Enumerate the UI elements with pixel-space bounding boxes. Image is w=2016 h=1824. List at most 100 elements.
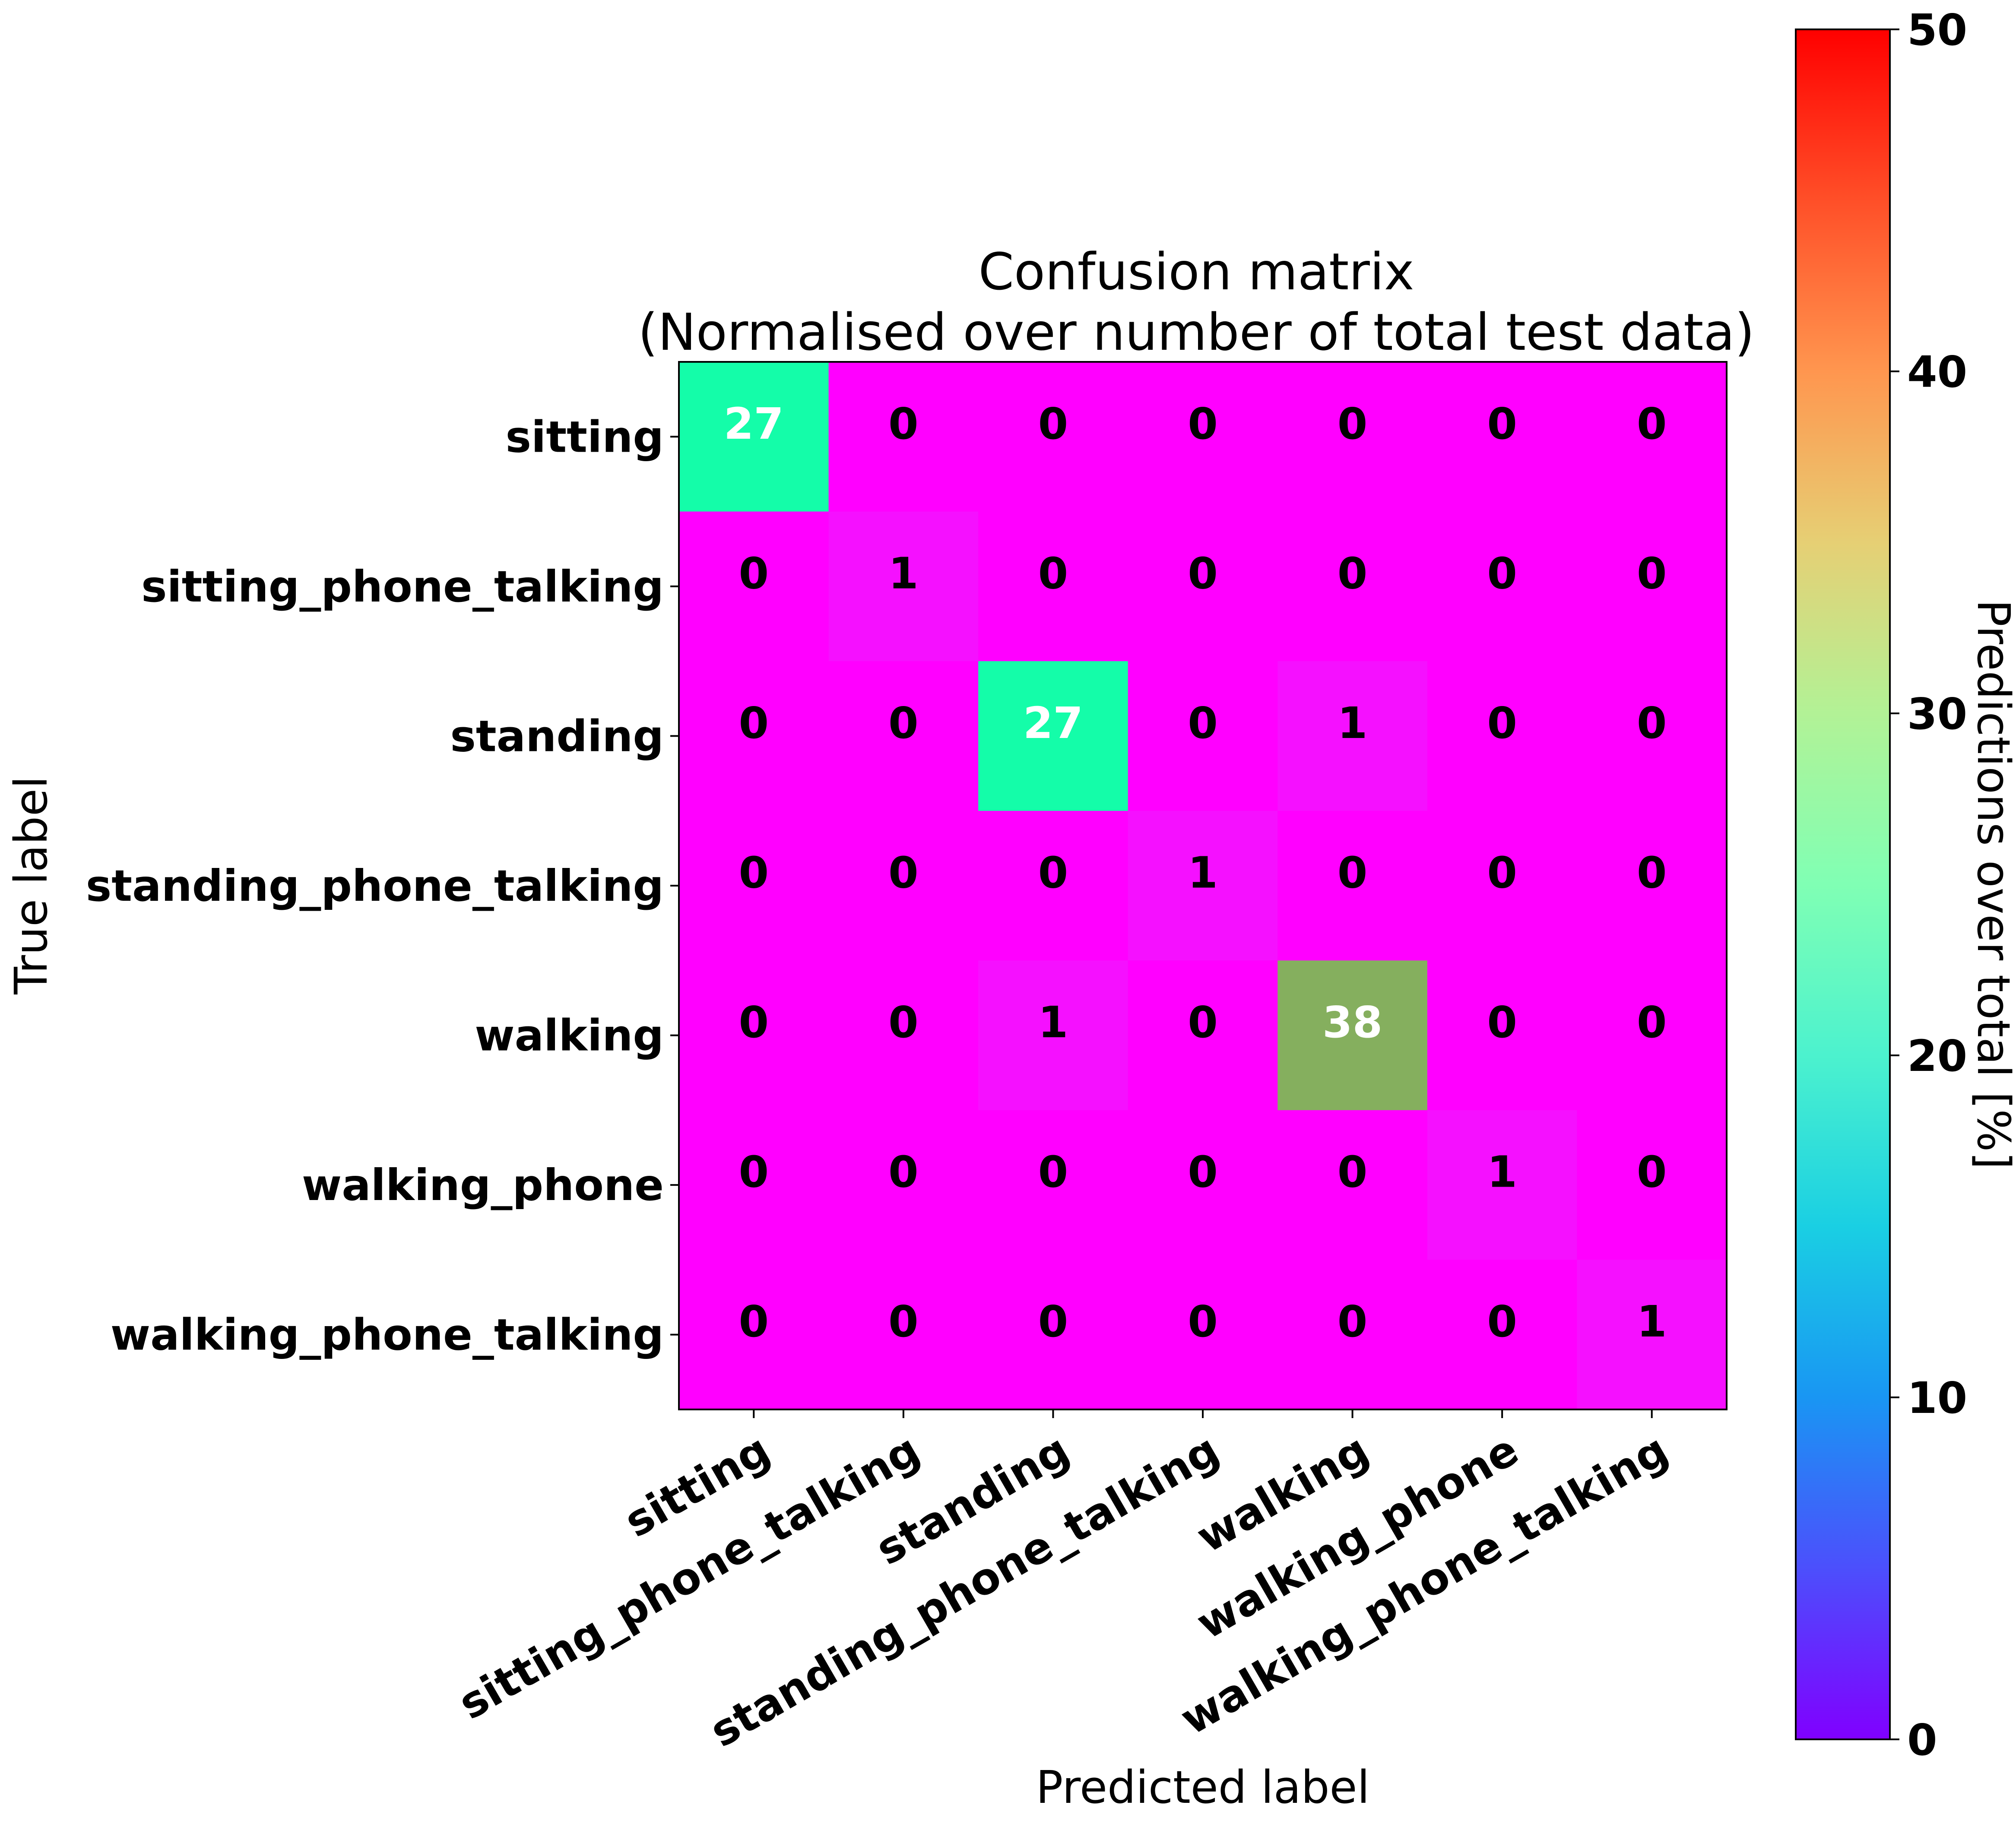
cell-value-label: 0 bbox=[1487, 1296, 1517, 1347]
cell-value-label: 0 bbox=[1188, 1296, 1218, 1347]
cell-value-label: 0 bbox=[1637, 1147, 1667, 1197]
heatmap-cell bbox=[1277, 511, 1428, 662]
cell-value-label: 0 bbox=[888, 698, 919, 748]
cell-value-label: 0 bbox=[1487, 548, 1517, 598]
heatmap-cell bbox=[828, 811, 979, 961]
heatmap-cell bbox=[1277, 362, 1428, 512]
colorbar-tick-label: 0 bbox=[1907, 1715, 1937, 1765]
cell-value-label: 0 bbox=[1188, 399, 1218, 449]
cell-value-label: 0 bbox=[1038, 848, 1068, 898]
heatmap-cell bbox=[1427, 661, 1578, 811]
cell-value-label: 0 bbox=[739, 1147, 769, 1197]
heatmap-cell bbox=[828, 661, 979, 811]
heatmap-cell bbox=[1128, 1260, 1278, 1410]
cell-value-label: 1 bbox=[888, 548, 919, 598]
heatmap-cell bbox=[1277, 661, 1428, 811]
heatmap-cell-labels: 27 0 0 0 0 0 0 0 1 0 0 0 0 0 0 0 27 0 1 0 0 0 0 0 1 0 0 0 0 0 1 0 38 0 0 0 0… bbox=[724, 399, 1667, 1347]
heatmap-cell bbox=[828, 362, 979, 512]
heatmap-cell bbox=[828, 511, 979, 662]
heatmap-cell bbox=[1577, 661, 1727, 811]
heatmap-cell bbox=[828, 960, 979, 1111]
heatmap-cell bbox=[1128, 362, 1278, 512]
cell-value-label: 0 bbox=[1637, 997, 1667, 1048]
heatmap-cell bbox=[1277, 811, 1428, 961]
y-tick-labels: sitting sitting_phone_talking standing stan… bbox=[86, 412, 679, 1360]
heatmap-cell bbox=[1277, 1260, 1428, 1410]
cell-value-label: 1 bbox=[1487, 1147, 1517, 1197]
cell-value-label: 0 bbox=[739, 997, 769, 1048]
cell-value-label: 0 bbox=[1487, 698, 1517, 748]
cell-value-label: 0 bbox=[1188, 548, 1218, 598]
cell-value-label: 0 bbox=[739, 848, 769, 898]
heatmap-cell bbox=[1577, 960, 1727, 1111]
cell-value-label: 0 bbox=[739, 1296, 769, 1347]
heatmap-cell bbox=[1577, 1110, 1727, 1260]
heatmap-cell bbox=[828, 1110, 979, 1260]
cell-value-label: 0 bbox=[1487, 997, 1517, 1048]
heatmap-cell bbox=[978, 362, 1128, 512]
heatmap-cells bbox=[679, 362, 1727, 1410]
cell-value-label: 0 bbox=[1338, 848, 1368, 898]
cell-value-label: 27 bbox=[1023, 698, 1083, 748]
heatmap-cell bbox=[1128, 960, 1278, 1111]
heatmap-cell bbox=[679, 1260, 829, 1410]
cell-value-label: 0 bbox=[1188, 1147, 1218, 1197]
heatmap-cell bbox=[679, 960, 829, 1111]
heatmap-cell bbox=[1128, 811, 1278, 961]
cell-value-label: 0 bbox=[1487, 399, 1517, 449]
y-tick-label: sitting bbox=[506, 412, 664, 462]
heatmap-cell bbox=[679, 362, 829, 512]
heatmap-cell bbox=[978, 661, 1128, 811]
y-tick-label: walking_phone_talking bbox=[111, 1310, 664, 1360]
heatmap-cell bbox=[1427, 362, 1578, 512]
y-tick-label: standing bbox=[450, 711, 664, 761]
heatmap-cell bbox=[828, 1260, 979, 1410]
colorbar-tick-label: 10 bbox=[1907, 1373, 1967, 1423]
cell-value-label: 0 bbox=[1038, 399, 1068, 449]
chart-title-line1: Confusion matrix bbox=[978, 242, 1414, 301]
y-tick-label: sitting_phone_talking bbox=[141, 561, 664, 612]
chart-title-line2: (Normalised over number of total test da… bbox=[638, 302, 1754, 362]
cell-value-label: 0 bbox=[888, 1296, 919, 1347]
heatmap-cell bbox=[679, 511, 829, 662]
cell-value-label: 0 bbox=[1637, 548, 1667, 598]
cell-value-label: 0 bbox=[739, 698, 769, 748]
cell-value-label: 0 bbox=[1338, 1296, 1368, 1347]
y-tick-label: walking bbox=[475, 1010, 664, 1061]
cell-value-label: 0 bbox=[888, 399, 919, 449]
x-tick-labels: sittingsitting_phone_talkingstandingstan… bbox=[450, 1409, 1677, 1757]
colorbar-tick-label: 30 bbox=[1907, 689, 1967, 739]
heatmap-cell bbox=[679, 1110, 829, 1260]
heatmap-cell bbox=[1128, 511, 1278, 662]
cell-value-label: 0 bbox=[1637, 698, 1667, 748]
heatmap-cell bbox=[978, 511, 1128, 662]
heatmap-cell bbox=[1577, 511, 1727, 662]
heatmap-cell bbox=[1427, 811, 1578, 961]
x-axis-label: Predicted label bbox=[1036, 1761, 1370, 1814]
y-tick-label: standing_phone_talking bbox=[86, 861, 664, 911]
heatmap-cell bbox=[679, 811, 829, 961]
colorbar-ticks: 0 10 20 30 40 50 bbox=[1890, 5, 1967, 1765]
heatmap-cell bbox=[1577, 811, 1727, 961]
cell-value-label: 38 bbox=[1322, 997, 1382, 1048]
cell-value-label: 0 bbox=[1038, 1147, 1068, 1197]
heatmap-cell bbox=[1277, 1110, 1428, 1260]
heatmap-cell bbox=[679, 661, 829, 811]
heatmap-cell bbox=[978, 1260, 1128, 1410]
y-axis-label: True label bbox=[5, 776, 57, 994]
cell-value-label: 0 bbox=[888, 997, 919, 1048]
heatmap-cell bbox=[1427, 1110, 1578, 1260]
heatmap-cell bbox=[1427, 1260, 1578, 1410]
cell-value-label: 0 bbox=[739, 548, 769, 598]
heatmap-cell bbox=[1128, 661, 1278, 811]
cell-value-label: 0 bbox=[1338, 548, 1368, 598]
x-tick-label: standing_phone_talking bbox=[702, 1424, 1227, 1757]
cell-value-label: 1 bbox=[1338, 698, 1368, 748]
cell-value-label: 0 bbox=[1637, 848, 1667, 898]
heatmap-cell bbox=[1577, 362, 1727, 512]
heatmap-cell bbox=[1277, 960, 1428, 1111]
cell-value-label: 0 bbox=[1637, 399, 1667, 449]
cell-value-label: 27 bbox=[724, 399, 784, 449]
heatmap-cell bbox=[1577, 1260, 1727, 1410]
